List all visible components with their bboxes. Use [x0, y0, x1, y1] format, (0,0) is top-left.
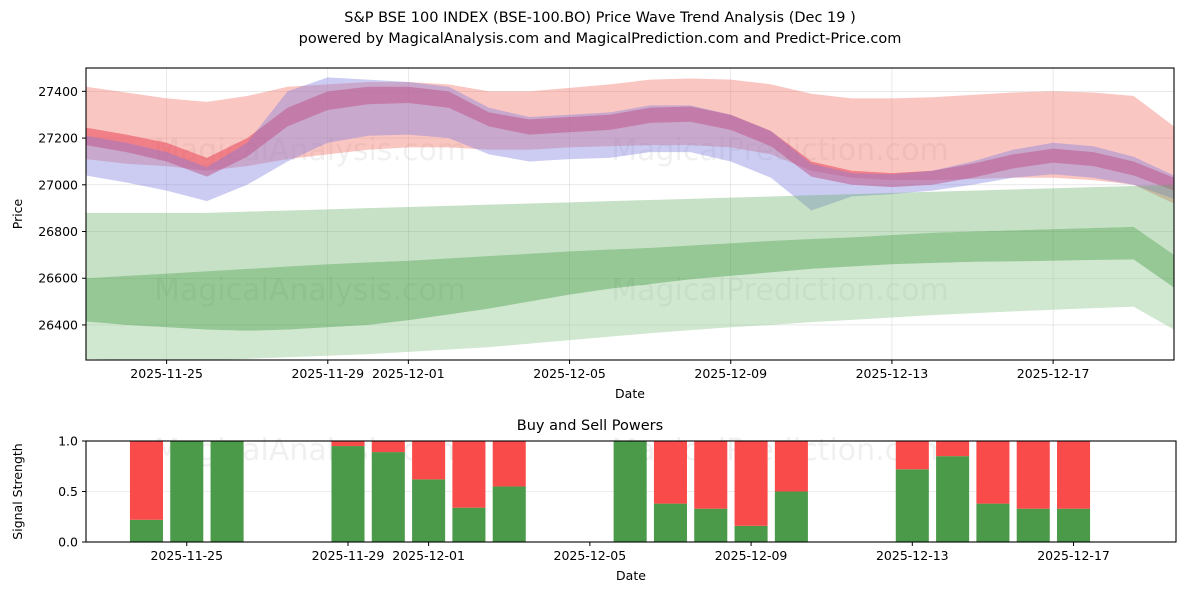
- bar-sell-power[interactable]: [452, 441, 486, 508]
- price-yaxis-label: Price: [10, 198, 25, 229]
- y-tick-label: 27000: [38, 177, 78, 192]
- x-tick-label: 2025-12-09: [694, 366, 767, 381]
- power-axes-frame: [85, 440, 1177, 543]
- band-buy-inner-band: [86, 226, 1174, 331]
- bar-buy-power[interactable]: [653, 503, 687, 542]
- power-subplot-title: Buy and Sell Powers: [517, 418, 663, 434]
- bar-buy-power[interactable]: [210, 441, 244, 542]
- x-tick-label: 2025-12-17: [1017, 366, 1090, 381]
- bar-sell-power[interactable]: [774, 441, 808, 492]
- bar-buy-power[interactable]: [976, 503, 1010, 542]
- bar-sell-power[interactable]: [129, 441, 163, 520]
- x-tick-label: 2025-12-05: [533, 366, 606, 381]
- bar-sell-power[interactable]: [895, 441, 929, 470]
- x-tick-label: 2025-12-13: [856, 366, 929, 381]
- y-tick-label: 26400: [38, 317, 78, 332]
- bar-sell-power[interactable]: [1057, 441, 1091, 509]
- bar-buy-power[interactable]: [895, 469, 929, 542]
- bar-sell-power[interactable]: [653, 441, 687, 504]
- bar-buy-power[interactable]: [613, 441, 647, 542]
- band-buy-lower-band: [86, 259, 1174, 360]
- bar-sell-power[interactable]: [694, 441, 728, 509]
- price-xaxis-label: Date: [615, 386, 645, 401]
- bar-buy-power[interactable]: [1057, 508, 1091, 542]
- x-tick-label: 2025-11-29: [312, 548, 385, 563]
- band-buy-outer-band: [86, 184, 1174, 279]
- x-tick-label: 2025-12-01: [392, 548, 465, 563]
- y-tick-label: 0.5: [58, 484, 78, 499]
- bar-buy-power[interactable]: [412, 479, 446, 542]
- x-tick-label: 2025-11-25: [150, 548, 223, 563]
- bar-buy-power[interactable]: [129, 519, 163, 542]
- bar-sell-power[interactable]: [412, 441, 446, 480]
- x-tick-label: 2025-12-17: [1037, 548, 1110, 563]
- y-tick-label: 26800: [38, 224, 78, 239]
- bar-buy-power[interactable]: [694, 508, 728, 542]
- bar-sell-power[interactable]: [331, 441, 365, 447]
- bar-buy-power[interactable]: [734, 525, 768, 542]
- x-tick-label: 2025-12-09: [715, 548, 788, 563]
- bar-sell-power[interactable]: [1016, 441, 1050, 509]
- bar-buy-power[interactable]: [331, 446, 365, 542]
- y-tick-label: 26600: [38, 271, 78, 286]
- power-yaxis-label: Signal Strength: [10, 443, 25, 539]
- figure-title-line-2: powered by MagicalAnalysis.com and Magic…: [298, 31, 902, 47]
- figure-title-block: S&P BSE 100 INDEX (BSE-100.BO) Price Wav…: [0, 8, 1200, 50]
- band-buy-signal-band: [86, 77, 1174, 211]
- bar-buy-power[interactable]: [492, 486, 526, 542]
- x-tick-label: 2025-11-25: [130, 366, 203, 381]
- x-tick-label: 2025-12-13: [876, 548, 949, 563]
- y-tick-label: 0.0: [58, 535, 78, 550]
- band-sell-outer-band: [86, 78, 1174, 204]
- y-tick-label: 1.0: [58, 434, 78, 449]
- bar-buy-power[interactable]: [1016, 508, 1050, 542]
- x-tick-label: 2025-11-29: [291, 366, 364, 381]
- y-tick-label: 27400: [38, 84, 78, 99]
- bar-sell-power[interactable]: [734, 441, 768, 526]
- bar-sell-power[interactable]: [371, 441, 405, 453]
- bar-buy-power[interactable]: [371, 452, 405, 542]
- bar-buy-power[interactable]: [170, 441, 204, 542]
- y-tick-label: 27200: [38, 131, 78, 146]
- power-xaxis-label: Date: [616, 568, 646, 583]
- bar-sell-power[interactable]: [492, 441, 526, 487]
- figure-title-line-1: S&P BSE 100 INDEX (BSE-100.BO) Price Wav…: [344, 10, 856, 26]
- price-axes-frame: [85, 67, 1175, 361]
- bar-sell-power[interactable]: [976, 441, 1010, 504]
- bar-buy-power[interactable]: [452, 507, 486, 542]
- bar-sell-power[interactable]: [936, 441, 970, 457]
- x-tick-label: 2025-12-01: [372, 366, 445, 381]
- bar-buy-power[interactable]: [936, 456, 970, 542]
- x-tick-label: 2025-12-05: [554, 548, 627, 563]
- bar-buy-power[interactable]: [774, 491, 808, 543]
